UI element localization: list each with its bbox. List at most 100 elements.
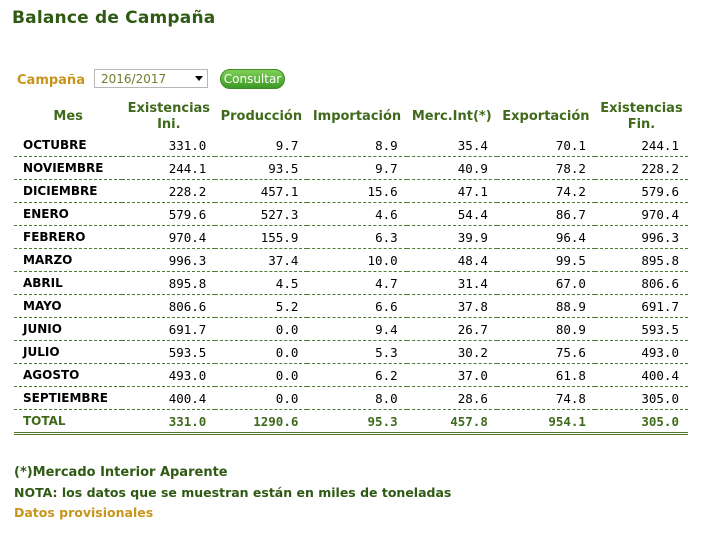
value-cell: 400.4: [122, 386, 216, 410]
chevron-down-icon: [195, 76, 203, 81]
month-cell: ABRIL: [14, 271, 123, 295]
value-cell: 40.9: [406, 156, 497, 180]
note-provisional: Datos provisionales: [14, 505, 154, 520]
value-cell: 61.8: [496, 363, 595, 387]
value-cell: 93.5: [215, 156, 308, 180]
value-cell: 895.8: [122, 271, 216, 295]
value-cell: 15.6: [307, 179, 407, 203]
value-cell: 806.6: [594, 271, 688, 295]
column-header: Importación: [312, 109, 402, 124]
consultar-button[interactable]: Consultar: [220, 69, 285, 89]
column-header: Existencias Fin.: [600, 101, 683, 132]
month-cell: SEPTIEMBRE: [14, 386, 123, 410]
table-row: MARZO 996.3 37.4 10.0 48.4 99.5 895.8: [14, 248, 688, 272]
month-cell: NOVIEMBRE: [14, 156, 123, 180]
month-cell: DICIEMBRE: [14, 179, 123, 203]
balance-table: Mes Existencias Ini. Producción Importación M…: [14, 100, 688, 435]
value-cell: 5.2: [215, 294, 308, 318]
value-cell: 806.6: [122, 294, 216, 318]
value-cell: 99.5: [496, 248, 595, 272]
table-row: JULIO 593.5 0.0 5.3 30.2 75.6 493.0: [14, 340, 688, 364]
column-header: Merc.Int(*): [411, 109, 492, 124]
value-cell: 593.5: [594, 317, 688, 341]
value-cell: 579.6: [594, 179, 688, 203]
total-row: TOTAL 331.0 1290.6 95.3 457.8 954.1 305.0: [14, 409, 688, 435]
value-cell: 75.6: [496, 340, 595, 364]
value-cell: 4.6: [307, 202, 407, 226]
value-cell: 70.1: [496, 134, 595, 157]
value-cell: 493.0: [594, 340, 688, 364]
table-row: NOVIEMBRE 244.1 93.5 9.7 40.9 78.2 228.2: [14, 156, 688, 180]
value-cell: 244.1: [122, 156, 216, 180]
column-header: Exportación: [502, 109, 590, 124]
value-cell: 996.3: [122, 248, 216, 272]
month-cell: FEBRERO: [14, 225, 123, 249]
value-cell: 10.0: [307, 248, 407, 272]
value-cell: 228.2: [122, 179, 216, 203]
value-cell: 527.3: [215, 202, 308, 226]
table-row: MAYO 806.6 5.2 6.6 37.8 88.9 691.7: [14, 294, 688, 318]
month-cell: JUNIO: [14, 317, 123, 341]
value-cell: 493.0: [122, 363, 216, 387]
value-cell: 35.4: [406, 134, 497, 157]
value-cell: 9.7: [215, 134, 308, 157]
value-cell: 6.3: [307, 225, 407, 249]
value-cell: 4.5: [215, 271, 308, 295]
value-cell: 305.0: [594, 409, 688, 435]
value-cell: 996.3: [594, 225, 688, 249]
campaign-select[interactable]: 2016/2017: [94, 69, 208, 88]
column-header: Mes: [53, 109, 83, 124]
value-cell: 37.8: [406, 294, 497, 318]
value-cell: 305.0: [594, 386, 688, 410]
table-row: ENERO 579.6 527.3 4.6 54.4 86.7 970.4: [14, 202, 688, 226]
value-cell: 6.6: [307, 294, 407, 318]
value-cell: 0.0: [215, 317, 308, 341]
value-cell: 970.4: [594, 202, 688, 226]
value-cell: 80.9: [496, 317, 595, 341]
column-header: Existencias Ini.: [127, 101, 211, 132]
value-cell: 228.2: [594, 156, 688, 180]
value-cell: 37.4: [215, 248, 308, 272]
value-cell: 74.8: [496, 386, 595, 410]
value-cell: 155.9: [215, 225, 308, 249]
value-cell: 4.7: [307, 271, 407, 295]
value-cell: 0.0: [215, 363, 308, 387]
table-row: OCTUBRE 331.0 9.7 8.9 35.4 70.1 244.1: [14, 134, 688, 157]
value-cell: 95.3: [307, 409, 407, 435]
value-cell: 78.2: [496, 156, 595, 180]
value-cell: 39.9: [406, 225, 497, 249]
value-cell: 691.7: [594, 294, 688, 318]
value-cell: 895.8: [594, 248, 688, 272]
column-header: Producción: [220, 109, 303, 124]
month-cell: TOTAL: [14, 409, 123, 435]
month-cell: MARZO: [14, 248, 123, 272]
month-cell: ENERO: [14, 202, 123, 226]
value-cell: 54.4: [406, 202, 497, 226]
value-cell: 26.7: [406, 317, 497, 341]
table-row: ABRIL 895.8 4.5 4.7 31.4 67.0 806.6: [14, 271, 688, 295]
value-cell: 9.4: [307, 317, 407, 341]
table-row: JUNIO 691.7 0.0 9.4 26.7 80.9 593.5: [14, 317, 688, 341]
table-row: SEPTIEMBRE 400.4 0.0 8.0 28.6 74.8 305.0: [14, 386, 688, 410]
value-cell: 400.4: [594, 363, 688, 387]
table-row: AGOSTO 493.0 0.0 6.2 37.0 61.8 400.4: [14, 363, 688, 387]
note-units: NOTA: los datos que se muestran están en…: [14, 485, 452, 500]
value-cell: 331.0: [122, 409, 216, 435]
value-cell: 0.0: [215, 340, 308, 364]
value-cell: 67.0: [496, 271, 595, 295]
campaign-select-value: 2016/2017: [101, 72, 167, 86]
value-cell: 593.5: [122, 340, 216, 364]
value-cell: 88.9: [496, 294, 595, 318]
value-cell: 6.2: [307, 363, 407, 387]
table-header-row: Mes Existencias Ini. Producción Importación M…: [14, 100, 688, 134]
value-cell: 9.7: [307, 156, 407, 180]
value-cell: 331.0: [122, 134, 216, 157]
value-cell: 31.4: [406, 271, 497, 295]
value-cell: 37.0: [406, 363, 497, 387]
month-cell: JULIO: [14, 340, 123, 364]
value-cell: 954.1: [496, 409, 595, 435]
value-cell: 691.7: [122, 317, 216, 341]
value-cell: 244.1: [594, 134, 688, 157]
value-cell: 96.4: [496, 225, 595, 249]
value-cell: 86.7: [496, 202, 595, 226]
